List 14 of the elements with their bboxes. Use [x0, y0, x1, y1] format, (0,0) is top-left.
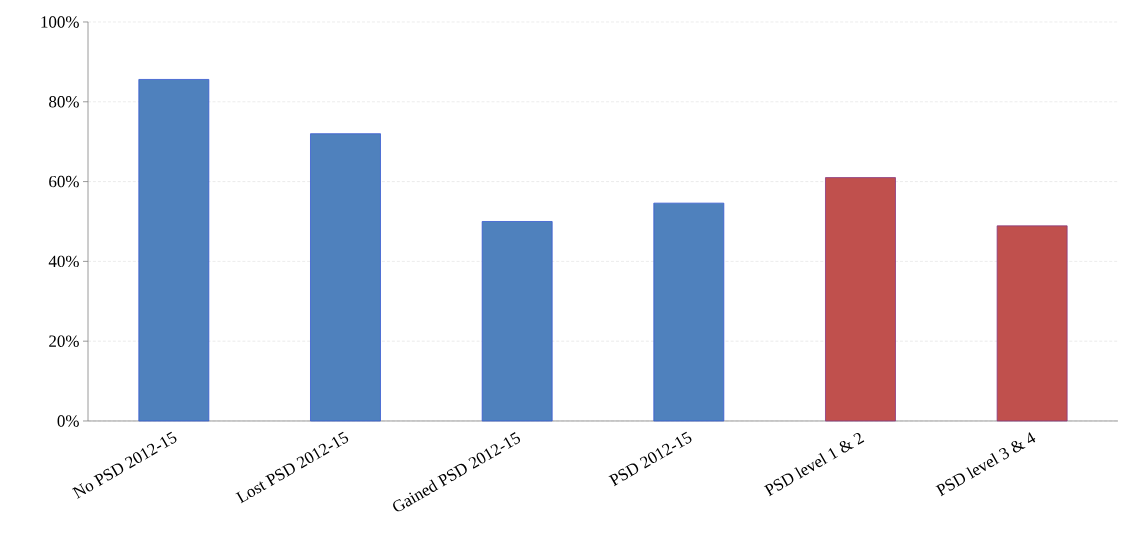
y-tick-label: 80% — [49, 96, 79, 108]
y-tick-label: 0% — [57, 415, 79, 427]
x-tick-label: PSD level 1 & 2 — [763, 432, 865, 497]
x-tick-label: PSD level 3 & 4 — [935, 432, 1036, 497]
bar — [310, 133, 381, 422]
y-tick-label: 40% — [48, 255, 79, 268]
y-tick-label: 20% — [49, 335, 79, 347]
bar — [653, 202, 725, 422]
y-tick-label: 60% — [49, 175, 79, 188]
y-tick-label: 100% — [41, 16, 79, 28]
bar — [996, 225, 1068, 422]
bar — [481, 221, 553, 422]
bar — [825, 177, 896, 422]
bar — [138, 79, 210, 422]
